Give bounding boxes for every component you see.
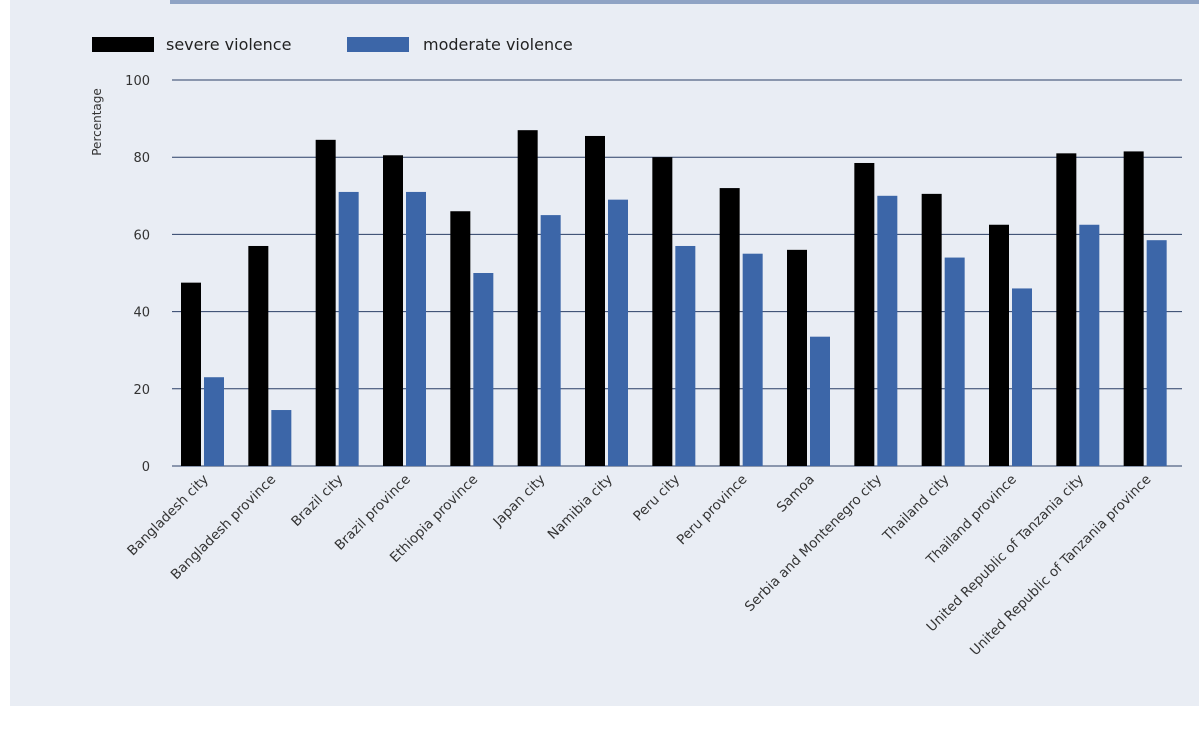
- y-tick-label: 60: [133, 228, 150, 243]
- bar-severe: [1123, 151, 1144, 466]
- legend-swatch-severe: [92, 37, 154, 52]
- bar-moderate: [1079, 224, 1100, 466]
- bar-moderate: [271, 410, 292, 466]
- bar-moderate: [406, 191, 426, 466]
- legend-label-moderate: moderate violence: [423, 35, 573, 54]
- bar-moderate: [810, 336, 830, 466]
- x-tick-label: Brazil city: [288, 472, 346, 530]
- bar-moderate: [742, 253, 763, 466]
- bar-severe: [989, 224, 1009, 466]
- bar-severe: [585, 135, 605, 466]
- bar-moderate: [944, 257, 965, 466]
- bar-moderate: [608, 199, 628, 466]
- y-tick-label: 0: [142, 460, 150, 475]
- bar-severe: [854, 162, 875, 467]
- y-tick-label: 20: [133, 383, 150, 398]
- bar-severe: [383, 155, 403, 466]
- bar-severe: [315, 139, 336, 466]
- bar-severe: [450, 211, 471, 466]
- y-tick-label: 100: [125, 74, 150, 89]
- x-tick-label: Thailand city: [879, 472, 952, 545]
- bar-severe: [517, 130, 538, 466]
- y-tick-label: 80: [133, 151, 150, 166]
- x-tick-label: Serbia and Montenegro city: [742, 472, 885, 615]
- x-tick-label: Japan city: [490, 472, 549, 531]
- x-tick-label: Peru province: [674, 472, 751, 549]
- legend-swatch-moderate: [347, 37, 409, 52]
- bar-moderate: [1012, 288, 1032, 466]
- x-tick-label: Peru city: [630, 472, 683, 525]
- y-tick-label: 40: [133, 306, 150, 321]
- bar-moderate: [473, 273, 494, 466]
- legend-label-severe: severe violence: [166, 35, 291, 54]
- bar-severe: [787, 249, 807, 466]
- y-tick-labels: 0 20 40 60 80 100: [125, 74, 150, 475]
- bar-moderate: [877, 195, 898, 467]
- bar-moderate: [540, 215, 561, 466]
- bar-moderate: [338, 191, 359, 466]
- bar-moderate: [675, 245, 696, 466]
- bar-severe: [719, 188, 740, 466]
- bar-severe: [248, 245, 269, 466]
- bar-severe: [181, 282, 201, 466]
- bars: [181, 130, 1167, 467]
- legend: severe violence moderate violence: [92, 35, 573, 54]
- bar-moderate: [1146, 240, 1167, 466]
- x-tick-label: Samoa: [774, 472, 818, 516]
- bar-severe: [1056, 153, 1077, 466]
- bar-moderate: [204, 377, 224, 466]
- y-axis-label: Percentage: [90, 88, 104, 156]
- bar-severe: [921, 193, 942, 466]
- x-tick-label: Namibia city: [545, 472, 616, 543]
- bar-severe: [652, 157, 673, 466]
- top-rule: [170, 0, 1199, 4]
